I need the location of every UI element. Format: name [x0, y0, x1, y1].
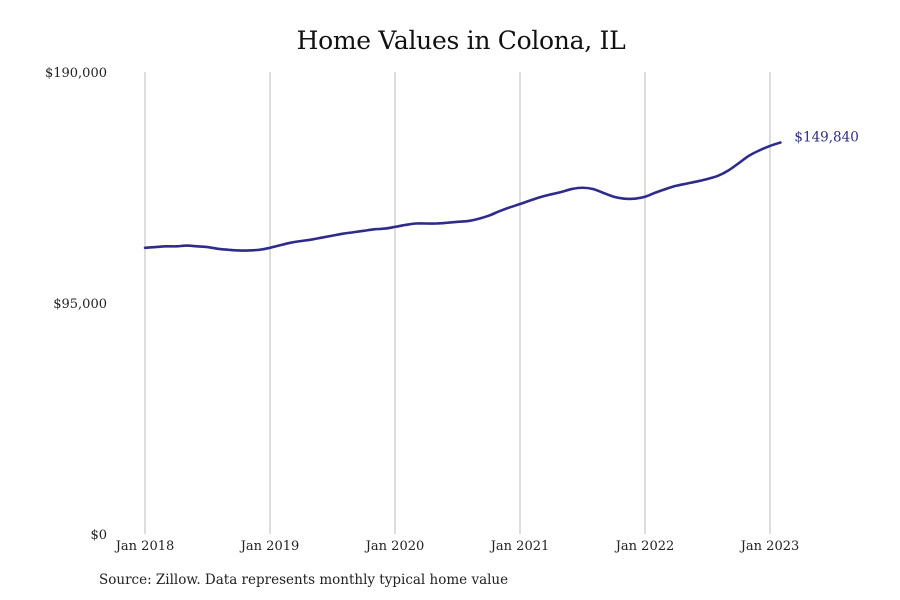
y-axis-tick-labels: $0 $95,000 $190,000	[45, 66, 107, 543]
end-value-label: $149,840	[794, 130, 858, 146]
chart-title: Home Values in Colona, IL	[296, 26, 626, 55]
y-tick-label: $190,000	[45, 66, 107, 81]
x-tick-label: Jan 2023	[739, 539, 800, 554]
source-note: Source: Zillow. Data represents monthly …	[99, 572, 509, 588]
y-tick-label: $0	[90, 528, 107, 543]
x-tick-label: Jan 2019	[239, 539, 300, 554]
x-tick-label: Jan 2022	[614, 539, 675, 554]
y-tick-label: $95,000	[53, 297, 107, 312]
gridlines	[144, 72, 771, 534]
series-layer	[143, 141, 782, 252]
series-line-home-value	[143, 141, 782, 252]
x-axis-tick-labels: Jan 2018 Jan 2019 Jan 2020 Jan 2021 Jan 2022…	[114, 539, 800, 554]
end-value-label-layer: $149,840	[794, 130, 858, 146]
x-tick-label: Jan 2020	[364, 539, 425, 554]
x-tick-label: Jan 2018	[114, 539, 175, 554]
x-tick-label: Jan 2021	[489, 539, 550, 554]
